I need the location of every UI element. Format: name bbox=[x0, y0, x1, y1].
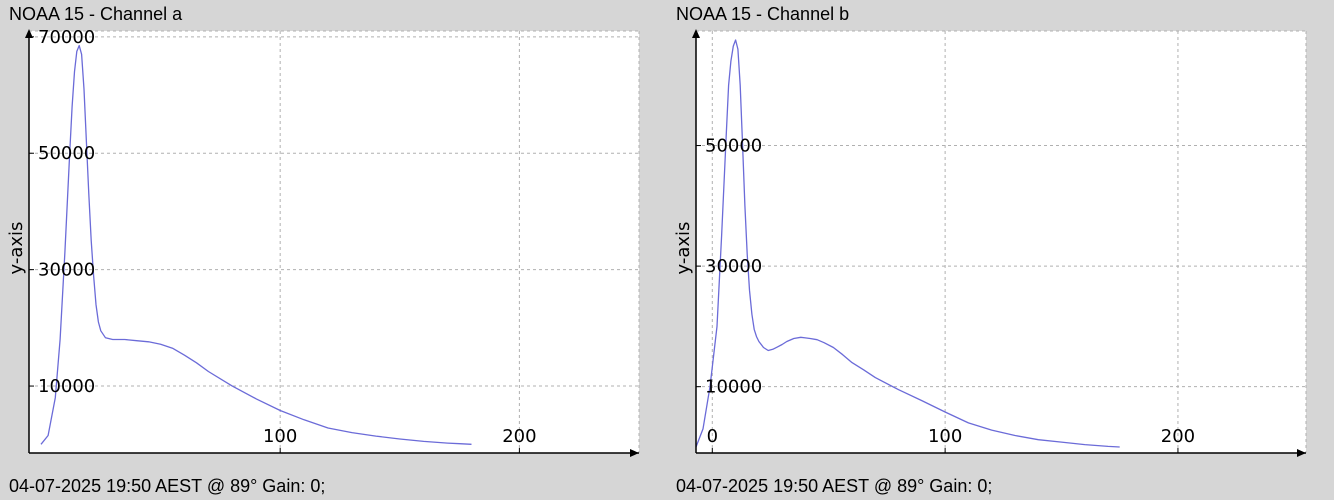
chart-footer: 04-07-2025 19:50 AEST @ 89° Gain: 0; bbox=[9, 476, 326, 496]
plot-area bbox=[29, 31, 639, 453]
series-line bbox=[695, 39, 1120, 448]
x-tick-label: 200 bbox=[1161, 426, 1195, 447]
chart-panel-channel-b: NOAA 15 - Channel b 0 100 200 10000 30000 500… bbox=[667, 0, 1334, 500]
x-tick-label: 100 bbox=[928, 426, 962, 447]
y-tick-label: 10000 bbox=[38, 376, 95, 397]
y-tick-label: 30000 bbox=[705, 256, 762, 277]
x-tick-label: 200 bbox=[502, 426, 536, 447]
chart-title: NOAA 15 - Channel b bbox=[676, 4, 850, 24]
y-axis-arrow bbox=[692, 29, 700, 38]
chart-panel-channel-a: NOAA 15 - Channel a 100 200 10000 30000 5000… bbox=[6, 4, 640, 496]
y-tick-label: 30000 bbox=[38, 260, 95, 281]
chart-plot: 0 100 200 10000 30000 50000 y-axis bbox=[673, 29, 1307, 457]
chart-title: NOAA 15 - Channel a bbox=[9, 4, 183, 24]
y-axis-arrow bbox=[25, 29, 33, 38]
chart-footer: 04-07-2025 19:50 AEST @ 89° Gain: 0; bbox=[676, 476, 993, 496]
chart-plot: 100 200 10000 30000 50000 70000 y-axis bbox=[6, 27, 640, 457]
y-tick-label: 70000 bbox=[38, 27, 95, 48]
y-tick-label: 50000 bbox=[705, 136, 762, 157]
x-tick-label: 0 bbox=[707, 426, 718, 447]
x-axis-arrow bbox=[630, 449, 639, 457]
series-line bbox=[40, 44, 472, 445]
y-axis-label: y-axis bbox=[6, 222, 27, 275]
x-tick-label: 100 bbox=[263, 426, 297, 447]
y-axis-label: y-axis bbox=[673, 222, 694, 275]
x-axis-arrow bbox=[1297, 449, 1306, 457]
y-tick-label: 50000 bbox=[38, 143, 95, 164]
y-tick-label: 10000 bbox=[705, 377, 762, 398]
plot-area bbox=[696, 31, 1306, 453]
